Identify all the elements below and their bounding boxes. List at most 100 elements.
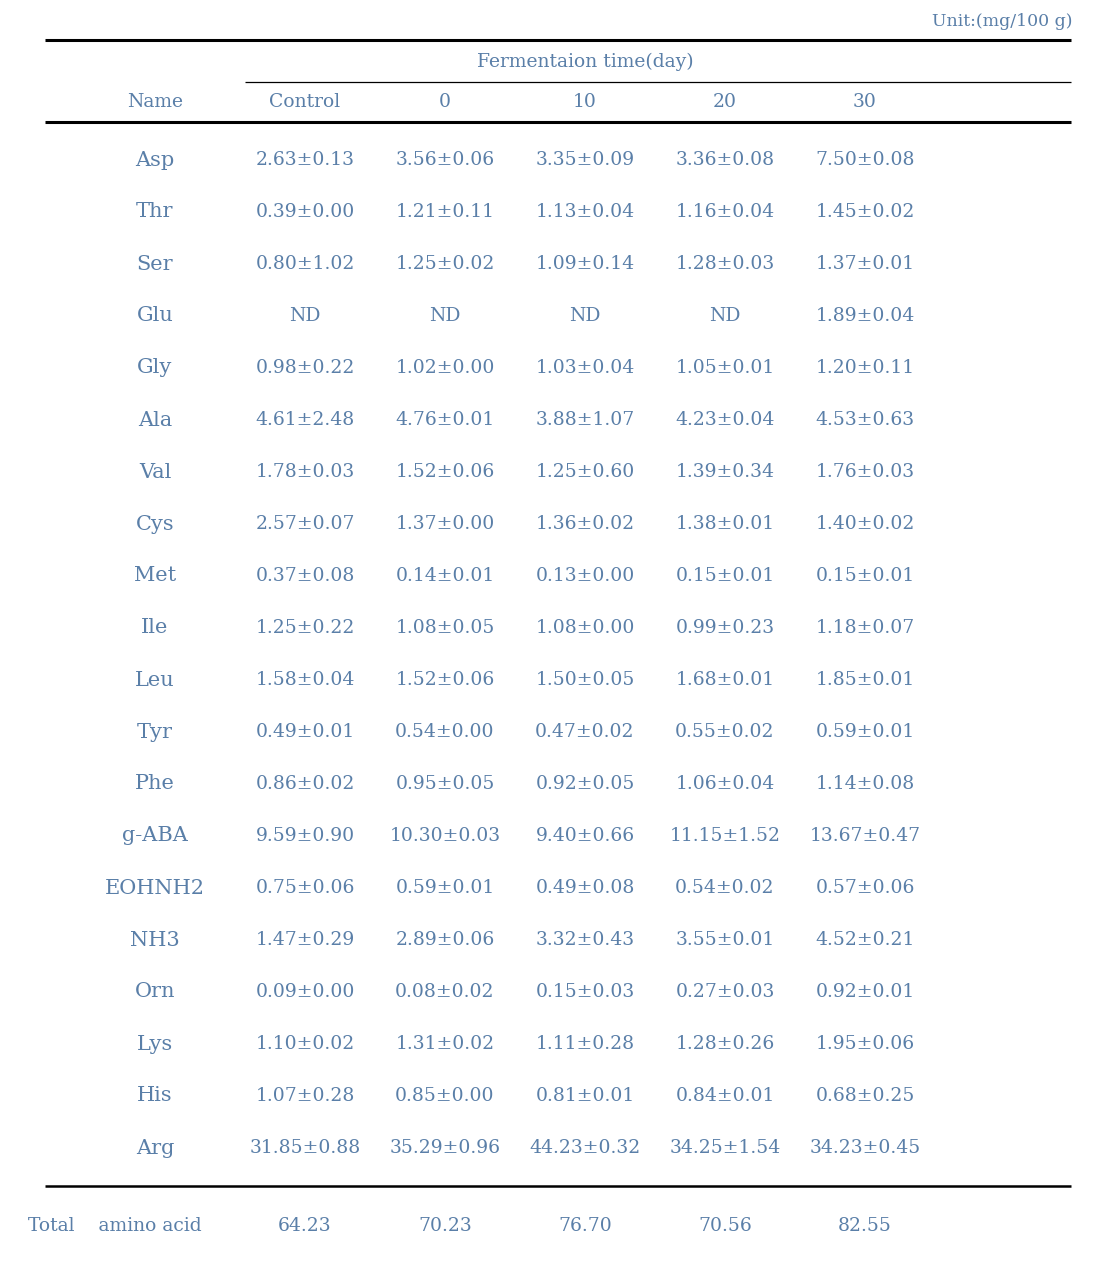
Text: 4.23±0.04: 4.23±0.04 (675, 410, 775, 429)
Text: 34.23±0.45: 34.23±0.45 (809, 1139, 920, 1157)
Text: 0.68±0.25: 0.68±0.25 (816, 1087, 915, 1105)
Text: 0: 0 (439, 93, 451, 111)
Text: 1.52±0.06: 1.52±0.06 (395, 464, 494, 481)
Text: g-ABA: g-ABA (122, 826, 188, 845)
Text: Phe: Phe (135, 774, 175, 793)
Text: 1.25±0.22: 1.25±0.22 (255, 619, 355, 637)
Text: 10.30±0.03: 10.30±0.03 (390, 827, 501, 845)
Text: 1.36±0.02: 1.36±0.02 (535, 515, 634, 533)
Text: 1.28±0.26: 1.28±0.26 (675, 1034, 775, 1053)
Text: 1.50±0.05: 1.50±0.05 (535, 671, 634, 690)
Text: 1.25±0.60: 1.25±0.60 (535, 464, 634, 481)
Text: Lys: Lys (137, 1034, 173, 1053)
Text: Glu: Glu (137, 307, 173, 326)
Text: 70.56: 70.56 (698, 1218, 752, 1235)
Text: 0.92±0.05: 0.92±0.05 (535, 775, 634, 793)
Text: 1.08±0.05: 1.08±0.05 (395, 619, 494, 637)
Text: 0.13±0.00: 0.13±0.00 (535, 567, 634, 585)
Text: 1.38±0.01: 1.38±0.01 (675, 515, 775, 533)
Text: ND: ND (290, 307, 320, 325)
Text: Orn: Orn (134, 983, 175, 1002)
Text: 1.37±0.00: 1.37±0.00 (395, 515, 494, 533)
Text: 0.54±0.02: 0.54±0.02 (675, 879, 775, 897)
Text: Ile: Ile (141, 619, 168, 638)
Text: Control: Control (270, 93, 340, 111)
Text: 1.07±0.28: 1.07±0.28 (255, 1087, 355, 1105)
Text: 1.18±0.07: 1.18±0.07 (816, 619, 915, 637)
Text: ND: ND (709, 307, 741, 325)
Text: 1.40±0.02: 1.40±0.02 (816, 515, 915, 533)
Text: 1.58±0.04: 1.58±0.04 (255, 671, 355, 690)
Text: 0.55±0.02: 0.55±0.02 (675, 722, 775, 741)
Text: Val: Val (139, 462, 171, 481)
Text: 20: 20 (713, 93, 737, 111)
Text: 10: 10 (573, 93, 597, 111)
Text: 1.47±0.29: 1.47±0.29 (255, 931, 355, 949)
Text: 0.09±0.00: 0.09±0.00 (255, 983, 355, 1002)
Text: 0.37±0.08: 0.37±0.08 (255, 567, 355, 585)
Text: 0.27±0.03: 0.27±0.03 (675, 983, 775, 1002)
Text: 1.11±0.28: 1.11±0.28 (535, 1034, 634, 1053)
Text: Tyr: Tyr (137, 722, 173, 741)
Text: 0.15±0.03: 0.15±0.03 (535, 983, 634, 1002)
Text: 4.53±0.63: 4.53±0.63 (816, 410, 915, 429)
Text: 1.16±0.04: 1.16±0.04 (675, 203, 775, 221)
Text: NH3: NH3 (130, 931, 179, 950)
Text: 3.55±0.01: 3.55±0.01 (675, 931, 775, 949)
Text: Arg: Arg (135, 1138, 174, 1157)
Text: 0.81±0.01: 0.81±0.01 (535, 1087, 634, 1105)
Text: 1.14±0.08: 1.14±0.08 (816, 775, 915, 793)
Text: 0.98±0.22: 0.98±0.22 (255, 359, 355, 376)
Text: 82.55: 82.55 (838, 1218, 892, 1235)
Text: 1.10±0.02: 1.10±0.02 (255, 1034, 355, 1053)
Text: 1.21±0.11: 1.21±0.11 (395, 203, 494, 221)
Text: 4.61±2.48: 4.61±2.48 (255, 410, 355, 429)
Text: 1.76±0.03: 1.76±0.03 (816, 464, 915, 481)
Text: 0.15±0.01: 0.15±0.01 (675, 567, 775, 585)
Text: 0.92±0.01: 0.92±0.01 (816, 983, 915, 1002)
Text: 0.49±0.08: 0.49±0.08 (535, 879, 634, 897)
Text: 1.78±0.03: 1.78±0.03 (255, 464, 355, 481)
Text: 7.50±0.08: 7.50±0.08 (815, 152, 915, 169)
Text: 9.40±0.66: 9.40±0.66 (535, 827, 634, 845)
Text: 4.76±0.01: 4.76±0.01 (395, 410, 494, 429)
Text: Total    amino acid: Total amino acid (29, 1218, 201, 1235)
Text: 1.02±0.00: 1.02±0.00 (395, 359, 494, 376)
Text: 0.15±0.01: 0.15±0.01 (816, 567, 915, 585)
Text: 1.05±0.01: 1.05±0.01 (675, 359, 775, 376)
Text: Gly: Gly (138, 359, 173, 378)
Text: 0.99±0.23: 0.99±0.23 (675, 619, 775, 637)
Text: 0.54±0.00: 0.54±0.00 (395, 722, 494, 741)
Text: ND: ND (429, 307, 460, 325)
Text: 0.75±0.06: 0.75±0.06 (255, 879, 355, 897)
Text: 3.88±1.07: 3.88±1.07 (535, 410, 634, 429)
Text: 1.95±0.06: 1.95±0.06 (816, 1034, 915, 1053)
Text: 1.08±0.00: 1.08±0.00 (535, 619, 634, 637)
Text: 1.89±0.04: 1.89±0.04 (816, 307, 915, 325)
Text: 44.23±0.32: 44.23±0.32 (530, 1139, 641, 1157)
Text: EOHNH2: EOHNH2 (105, 879, 205, 898)
Text: 11.15±1.52: 11.15±1.52 (669, 827, 781, 845)
Text: Ala: Ala (138, 410, 172, 429)
Text: 1.68±0.01: 1.68±0.01 (675, 671, 775, 690)
Text: 0.59±0.01: 0.59±0.01 (395, 879, 494, 897)
Text: Ser: Ser (137, 255, 173, 274)
Text: ND: ND (569, 307, 601, 325)
Text: 0.39±0.00: 0.39±0.00 (255, 203, 355, 221)
Text: 1.28±0.03: 1.28±0.03 (675, 255, 775, 273)
Text: 3.36±0.08: 3.36±0.08 (675, 152, 775, 169)
Text: 1.39±0.34: 1.39±0.34 (676, 464, 774, 481)
Text: 1.85±0.01: 1.85±0.01 (816, 671, 915, 690)
Text: 70.23: 70.23 (418, 1218, 472, 1235)
Text: 2.63±0.13: 2.63±0.13 (255, 152, 355, 169)
Text: 0.49±0.01: 0.49±0.01 (255, 722, 355, 741)
Text: 76.70: 76.70 (558, 1218, 612, 1235)
Text: Asp: Asp (135, 150, 175, 169)
Text: 1.03±0.04: 1.03±0.04 (535, 359, 634, 376)
Text: 1.25±0.02: 1.25±0.02 (395, 255, 494, 273)
Text: 2.89±0.06: 2.89±0.06 (395, 931, 494, 949)
Text: 0.85±0.00: 0.85±0.00 (395, 1087, 494, 1105)
Text: 4.52±0.21: 4.52±0.21 (816, 931, 915, 949)
Text: 0.84±0.01: 0.84±0.01 (675, 1087, 775, 1105)
Text: 0.57±0.06: 0.57±0.06 (816, 879, 915, 897)
